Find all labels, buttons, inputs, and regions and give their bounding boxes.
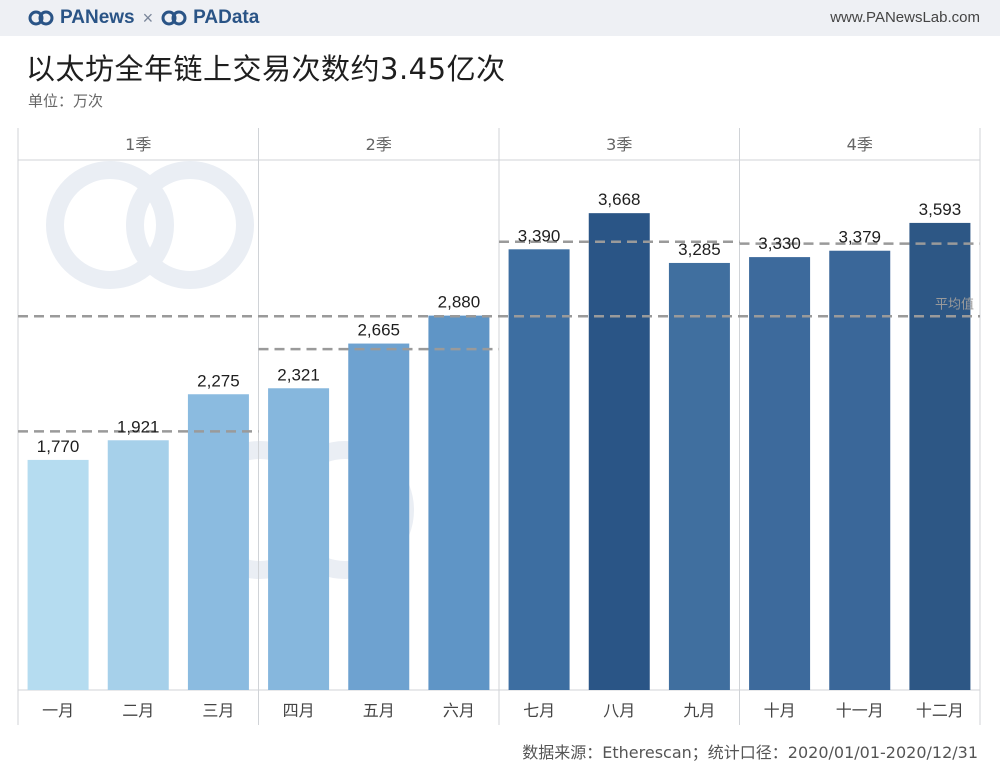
padata-logo-icon	[161, 10, 187, 26]
bars	[27, 213, 971, 691]
quarter-label: 4季	[847, 135, 873, 154]
overall-average-label: 平均值	[935, 296, 974, 312]
bar	[348, 343, 410, 690]
bar	[107, 440, 169, 690]
value-label: 2,880	[438, 293, 481, 312]
quarter-headers: 1季 2季 3季 4季	[125, 128, 873, 725]
x-tick-label: 十二月	[916, 701, 964, 720]
bar	[749, 257, 811, 690]
value-label: 3,285	[678, 240, 721, 259]
x-tick-label: 七月	[523, 701, 555, 720]
value-label: 3,593	[919, 200, 962, 219]
bar	[909, 222, 971, 690]
x-tick-label: 三月	[202, 701, 234, 720]
x-tick-label: 六月	[443, 701, 475, 720]
brand-panews: PANews	[60, 7, 135, 28]
quarter-label: 3季	[606, 135, 632, 154]
value-label: 3,390	[518, 226, 561, 245]
brand-padata: PAData	[193, 7, 260, 28]
value-label: 1,921	[117, 417, 160, 436]
site-url: www.PANewsLab.com	[830, 9, 980, 26]
value-label: 1,770	[37, 437, 80, 456]
value-label: 2,321	[277, 365, 320, 384]
bar	[27, 459, 89, 690]
value-label: 3,379	[838, 228, 881, 247]
panews-logo-icon	[28, 10, 54, 26]
value-label: 3,668	[598, 190, 641, 209]
value-label: 2,275	[197, 371, 240, 390]
bar	[829, 250, 891, 691]
x-tick-label: 八月	[603, 701, 635, 720]
x-tick-label: 二月	[122, 701, 154, 720]
value-label: 2,665	[357, 321, 400, 340]
top-bar: PANews × PAData www.PANewsLab.com	[0, 0, 1000, 36]
bar	[428, 315, 490, 690]
x-tick-label: 一月	[42, 701, 74, 720]
value-labels: 1,770 1,921 2,275 2,321 2,665 2,880 3,390 3,668…	[37, 190, 961, 456]
quarter-label: 1季	[125, 135, 151, 154]
brand-separator: ×	[142, 7, 154, 28]
brand: PANews × PAData	[28, 7, 259, 29]
chart-unit: 单位：万次	[28, 92, 104, 110]
x-axis-labels: 一月 二月 三月 四月 五月 六月 七月 八月 九月 十月 十一月 十二月	[42, 701, 964, 720]
data-source: 数据来源：Etherescan；统计口径：2020/01/01-2020/12/…	[522, 743, 978, 762]
x-tick-label: 四月	[283, 701, 315, 720]
quarter-label: 2季	[366, 135, 392, 154]
bar	[508, 249, 570, 691]
watermark-padata-logo-icon	[46, 161, 254, 289]
x-tick-label: 九月	[683, 701, 715, 720]
bar	[588, 213, 650, 690]
bar	[268, 388, 330, 690]
bar	[187, 394, 249, 690]
chart-title: 以太坊全年链上交易次数约3.45亿次	[26, 52, 506, 86]
x-tick-label: 十一月	[836, 701, 884, 720]
value-label: 3,330	[758, 234, 801, 253]
x-tick-label: 五月	[363, 701, 395, 720]
average-lines: 平均值	[18, 240, 980, 433]
bar	[668, 262, 730, 690]
x-tick-label: 十月	[764, 701, 796, 720]
